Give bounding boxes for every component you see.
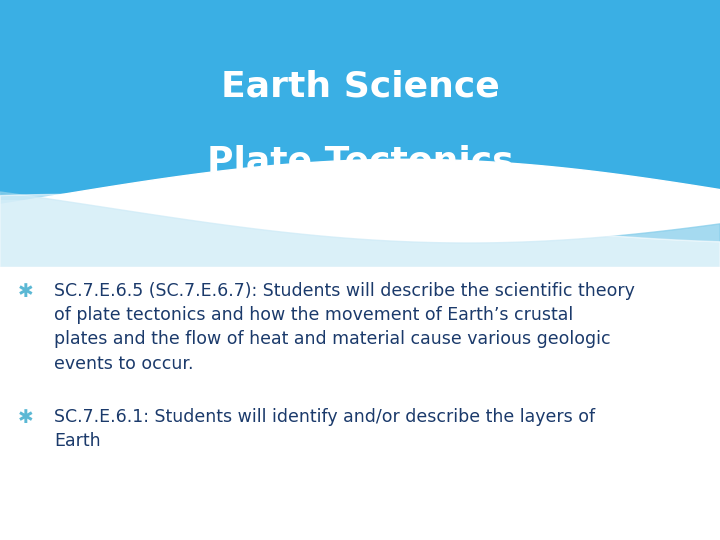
Text: ✱: ✱ (18, 282, 34, 301)
Text: SC.7.E.6.1: Students will identify and/or describe the layers of
Earth: SC.7.E.6.1: Students will identify and/o… (54, 408, 595, 450)
Text: SC.7.E.6.5 (SC.7.E.6.7): Students will describe the scientific theory
of plate t: SC.7.E.6.5 (SC.7.E.6.7): Students will d… (54, 282, 635, 373)
Bar (0, 192, 720, 270)
Bar (0, 0, 720, 200)
Text: ✱: ✱ (18, 408, 34, 427)
Text: Plate Tectonics: Plate Tectonics (207, 145, 513, 179)
Text: Earth Science: Earth Science (220, 70, 500, 103)
